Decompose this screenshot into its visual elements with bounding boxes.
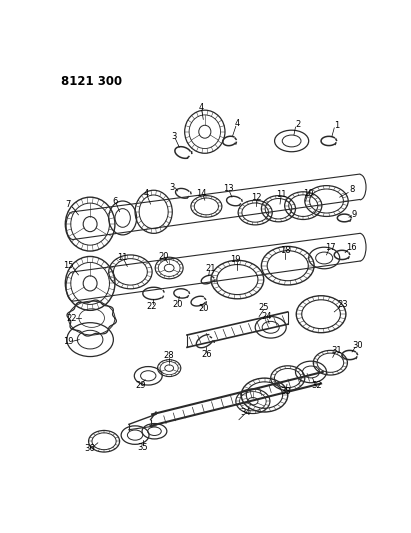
Text: 12: 12	[251, 193, 261, 203]
Text: 34: 34	[240, 408, 250, 417]
Text: 11: 11	[276, 190, 287, 199]
Text: 21: 21	[205, 263, 215, 272]
Text: 33: 33	[280, 387, 291, 397]
Text: 3: 3	[170, 183, 175, 192]
Text: 13: 13	[223, 184, 233, 193]
Text: 19: 19	[231, 255, 241, 264]
Text: 18: 18	[280, 246, 291, 255]
Text: 29: 29	[135, 381, 146, 390]
Text: 17: 17	[325, 243, 336, 252]
Text: 6: 6	[112, 197, 118, 206]
Text: 16: 16	[346, 243, 357, 252]
Text: 4: 4	[235, 119, 240, 128]
Text: 20: 20	[173, 300, 183, 309]
Text: 4: 4	[143, 189, 148, 198]
Text: 26: 26	[201, 350, 212, 359]
Text: 35: 35	[138, 443, 148, 452]
Text: 10: 10	[303, 189, 314, 198]
Text: 32: 32	[311, 381, 322, 390]
Text: 2: 2	[295, 119, 300, 128]
Text: 22: 22	[66, 313, 77, 322]
Text: 8121 300: 8121 300	[61, 75, 122, 88]
Text: 3: 3	[171, 132, 176, 141]
Text: 20: 20	[159, 252, 169, 261]
Text: 14: 14	[196, 189, 207, 198]
Text: 30: 30	[352, 341, 363, 350]
Text: 28: 28	[164, 351, 175, 360]
Text: 25: 25	[259, 303, 269, 312]
Text: 22: 22	[147, 302, 157, 311]
Text: 36: 36	[85, 445, 95, 454]
Text: 31: 31	[331, 346, 342, 355]
Text: 9: 9	[351, 209, 356, 219]
Text: 11: 11	[118, 254, 128, 262]
Text: 7: 7	[66, 199, 71, 208]
Text: 8: 8	[349, 185, 355, 194]
Text: 4: 4	[199, 102, 203, 111]
Text: 1: 1	[334, 121, 339, 130]
Text: 19: 19	[63, 337, 74, 346]
Text: 20: 20	[199, 304, 209, 313]
Text: 24: 24	[261, 312, 272, 321]
Text: 23: 23	[337, 300, 348, 309]
Text: 15: 15	[63, 261, 74, 270]
